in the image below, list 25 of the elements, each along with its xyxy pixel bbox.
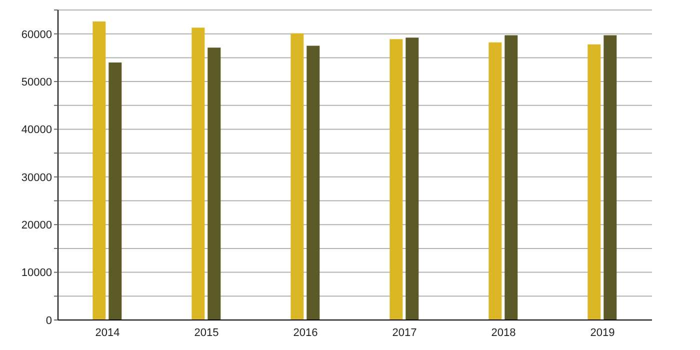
bar bbox=[406, 38, 419, 320]
bar bbox=[92, 21, 106, 320]
x-tick-label: 2014 bbox=[95, 326, 120, 339]
y-tick-label: 50000 bbox=[21, 76, 52, 88]
y-tick-label: 10000 bbox=[21, 267, 52, 280]
y-tick-label: 30000 bbox=[21, 172, 52, 184]
bar bbox=[604, 35, 617, 320]
bar bbox=[208, 48, 221, 320]
bar bbox=[488, 42, 502, 320]
bar bbox=[504, 35, 518, 320]
bar bbox=[306, 46, 320, 320]
x-tick-label: 2019 bbox=[590, 326, 615, 339]
y-tick-label: 20000 bbox=[21, 220, 52, 232]
bar bbox=[192, 28, 205, 320]
bar bbox=[108, 62, 122, 320]
x-tick-label: 2015 bbox=[194, 326, 219, 339]
x-tick-label: 2016 bbox=[293, 326, 318, 339]
x-tick-label: 2018 bbox=[491, 326, 516, 339]
y-tick-label: 40000 bbox=[21, 124, 52, 136]
y-tick-label: 0 bbox=[46, 314, 52, 327]
bar bbox=[588, 44, 601, 320]
bar bbox=[390, 39, 403, 320]
bar bbox=[290, 33, 304, 320]
y-tick-label: 60000 bbox=[21, 28, 52, 41]
x-tick-label: 2017 bbox=[392, 326, 417, 339]
